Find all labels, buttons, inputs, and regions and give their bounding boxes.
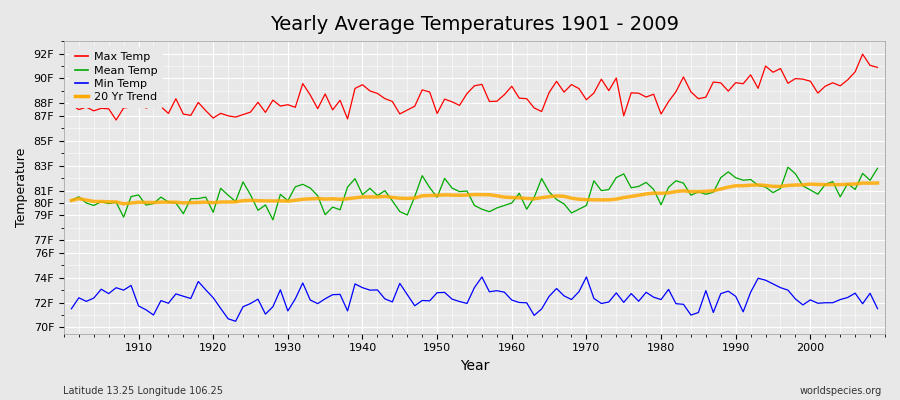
Y-axis label: Temperature: Temperature [15,148,28,227]
Legend: Max Temp, Mean Temp, Min Temp, 20 Yr Trend: Max Temp, Mean Temp, Min Temp, 20 Yr Tre… [69,47,163,108]
Title: Yearly Average Temperatures 1901 - 2009: Yearly Average Temperatures 1901 - 2009 [270,15,679,34]
Text: Latitude 13.25 Longitude 106.25: Latitude 13.25 Longitude 106.25 [63,386,223,396]
X-axis label: Year: Year [460,359,489,373]
Text: worldspecies.org: worldspecies.org [800,386,882,396]
